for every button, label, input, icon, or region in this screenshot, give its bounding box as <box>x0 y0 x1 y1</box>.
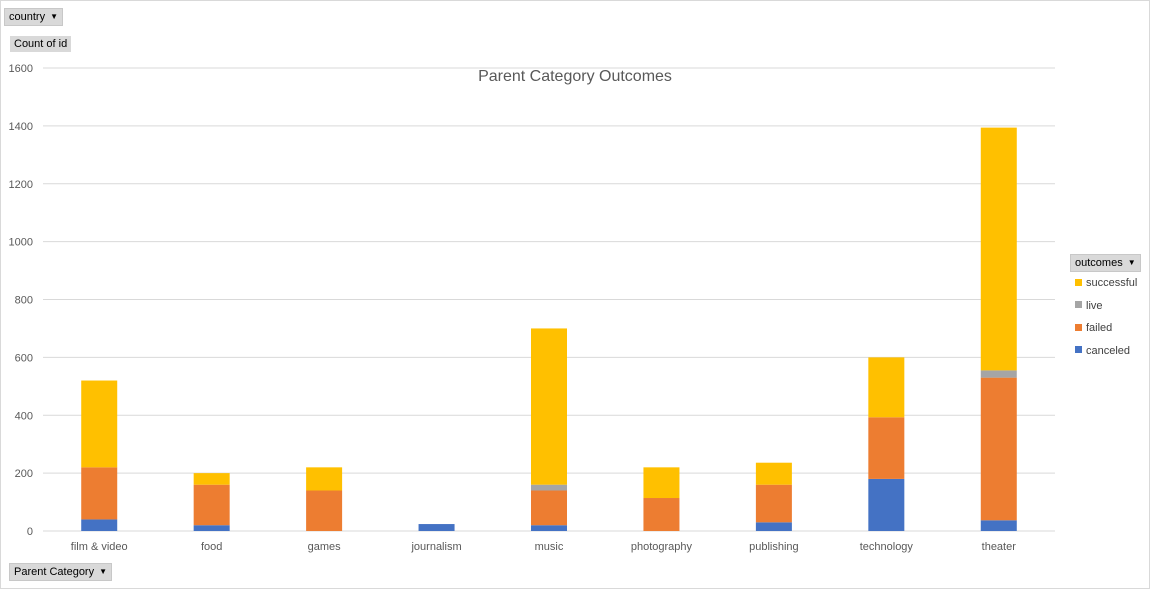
legend-label: failed <box>1086 322 1113 334</box>
bar-failed[interactable] <box>643 498 680 531</box>
bar-successful[interactable] <box>755 462 792 485</box>
y-tick-label: 800 <box>15 295 33 307</box>
bar-successful[interactable] <box>306 467 343 491</box>
bar-successful[interactable] <box>643 467 680 499</box>
bar-canceled[interactable] <box>531 525 567 531</box>
legend-item-successful[interactable]: successful <box>1075 276 1137 290</box>
y-tick-label: 1600 <box>9 63 33 75</box>
legend-field-label: outcomes <box>1075 257 1123 269</box>
axis-field-button[interactable]: Parent Category ▼ <box>9 563 113 581</box>
country-filter-button[interactable]: country ▼ <box>4 8 63 26</box>
value-field-label[interactable]: Count of id <box>10 36 72 52</box>
bar-failed[interactable] <box>755 484 792 523</box>
x-tick-label: journalism <box>410 541 461 553</box>
legend-item-live[interactable]: live <box>1075 299 1103 313</box>
legend-field-button[interactable]: outcomes ▼ <box>1070 254 1141 272</box>
axis-field-label: Parent Category <box>14 566 95 578</box>
bar-successful[interactable] <box>868 357 905 418</box>
bar-canceled[interactable] <box>193 525 230 531</box>
x-tick-labels: film & video food games journalism music phot… <box>71 541 1016 553</box>
bar-successful[interactable] <box>193 473 230 485</box>
legend-item-canceled[interactable]: canceled <box>1075 344 1130 358</box>
bar-canceled[interactable] <box>755 522 792 531</box>
country-filter-label: country <box>9 11 46 23</box>
y-tick-label: 600 <box>15 352 33 364</box>
legend-label: live <box>1086 299 1103 312</box>
legend-item-failed[interactable]: failed <box>1075 321 1112 335</box>
legend-swatch <box>1075 323 1082 331</box>
x-tick-label: music <box>535 541 564 553</box>
x-tick-label: photography <box>631 541 693 553</box>
dropdown-arrow-icon: ▼ <box>1127 258 1136 268</box>
legend-swatch <box>1075 278 1082 286</box>
x-tick-label: food <box>201 541 222 553</box>
bar-canceled[interactable] <box>81 519 118 531</box>
y-tick-label: 1400 <box>9 121 33 133</box>
bar-failed[interactable] <box>81 467 118 520</box>
bar-live[interactable] <box>531 484 567 491</box>
bar-successful[interactable] <box>980 127 1017 371</box>
dropdown-arrow-icon: ▼ <box>50 12 58 22</box>
dropdown-arrow-icon: ▼ <box>99 567 108 577</box>
y-tick-label: 1200 <box>9 179 33 191</box>
bar-successful[interactable] <box>81 380 118 468</box>
y-tick-labels: 0 200 400 600 800 1000 1200 1400 1600 <box>9 63 33 538</box>
y-tick-label: 400 <box>15 410 33 422</box>
bar-canceled[interactable] <box>980 520 1017 531</box>
bar-failed[interactable] <box>980 377 1017 521</box>
bar-failed[interactable] <box>868 417 905 479</box>
x-tick-label: film & video <box>71 541 128 553</box>
legend-swatch <box>1075 346 1082 354</box>
x-tick-label: publishing <box>749 541 799 553</box>
chart-title: Parent Category Outcomes <box>478 68 672 85</box>
x-tick-label: technology <box>860 541 914 553</box>
legend-label: canceled <box>1086 344 1131 357</box>
bar-failed[interactable] <box>193 484 230 526</box>
bar-failed[interactable] <box>306 490 343 531</box>
x-tick-label: theater <box>982 541 1017 553</box>
y-tick-label: 200 <box>15 468 33 480</box>
bar-canceled[interactable] <box>418 524 455 531</box>
legend-label: successful <box>1086 277 1138 289</box>
legend-swatch <box>1075 301 1082 309</box>
bar-live[interactable] <box>980 370 1017 378</box>
bar-canceled[interactable] <box>868 478 905 531</box>
bar-failed[interactable] <box>531 490 567 526</box>
x-tick-label: games <box>308 541 342 553</box>
y-tick-label: 1000 <box>9 237 33 249</box>
bars <box>81 127 1017 531</box>
bar-successful[interactable] <box>531 328 567 485</box>
y-tick-label: 0 <box>27 526 33 538</box>
